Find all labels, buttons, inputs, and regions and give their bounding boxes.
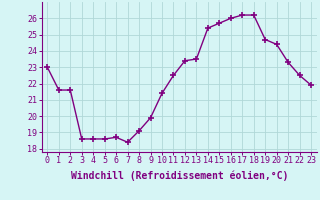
- X-axis label: Windchill (Refroidissement éolien,°C): Windchill (Refroidissement éolien,°C): [70, 171, 288, 181]
